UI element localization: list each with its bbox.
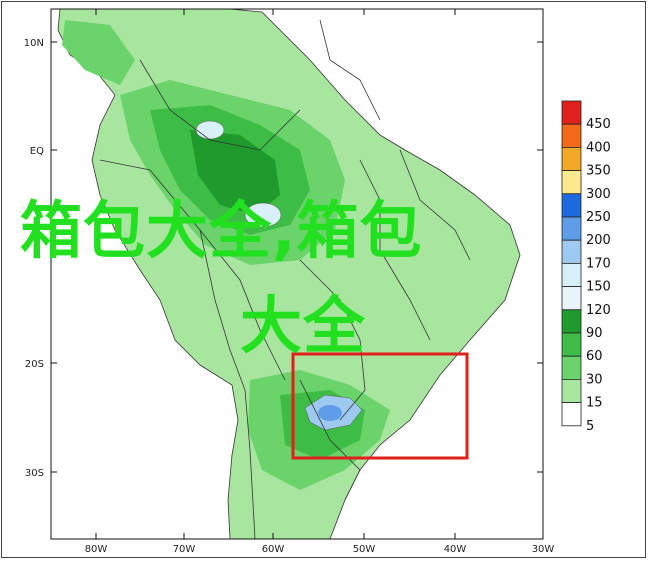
- highlight-box: [291, 352, 469, 460]
- legend-label: 90: [586, 326, 603, 341]
- legend-swatch: [561, 355, 582, 380]
- lon-label-50w: 50W: [353, 544, 376, 555]
- lat-label-20s: 20S: [25, 359, 44, 370]
- legend-label: 5: [586, 419, 594, 434]
- legend-swatch: [561, 309, 582, 334]
- overlay-text-line1: 箱包大全,箱包: [20, 194, 423, 267]
- legend-swatch: [561, 262, 582, 287]
- legend-swatch: [561, 146, 582, 171]
- lon-ticks: [95, 9, 544, 539]
- legend-label: 450: [586, 117, 611, 132]
- color-legend: 450 400 350 300 250 200 170 150 120 90 60 30 15 5: [561, 100, 611, 434]
- precip-30-region-north: [62, 20, 135, 85]
- precip-field: [57, 9, 521, 539]
- legend-swatch: [561, 100, 582, 125]
- precip-90-region: [190, 130, 280, 215]
- lon-label-40w: 40W: [444, 544, 467, 555]
- legend-label: 170: [586, 256, 611, 271]
- legend-swatch: [561, 123, 582, 148]
- lon-label-60w: 60W: [262, 544, 285, 555]
- legend-swatch: [561, 378, 582, 403]
- map-border: [50, 8, 544, 540]
- legend-label: 300: [586, 187, 611, 202]
- lat-label-30s: 30S: [25, 468, 44, 479]
- overlay-text-line2: 大全: [240, 289, 367, 362]
- legend-label: 30: [586, 372, 603, 387]
- legend-label: 120: [586, 303, 611, 318]
- legend-swatch: [561, 402, 582, 427]
- precip-150-spot: [244, 202, 282, 228]
- legend-swatch: [561, 216, 582, 241]
- legend-label: 15: [586, 396, 603, 411]
- legend-label: 200: [586, 233, 611, 248]
- legend-label: 400: [586, 140, 611, 155]
- country-borders: [99, 19, 471, 539]
- legend-swatch: [561, 239, 582, 264]
- legend-label: 60: [586, 349, 603, 364]
- precip-250-spot: [318, 405, 342, 421]
- lat-ticks: [51, 41, 543, 473]
- legend-swatch: [561, 332, 582, 357]
- lon-label-70w: 70W: [173, 544, 196, 555]
- legend-label: 350: [586, 164, 611, 179]
- legend-swatch: [561, 170, 582, 195]
- legend-swatch: [561, 193, 582, 218]
- precip-150-spot-2: [195, 120, 225, 140]
- lat-label-10n: 10N: [24, 38, 44, 49]
- lon-label-30w: 30W: [532, 544, 555, 555]
- legend-label: 150: [586, 280, 611, 295]
- lat-label-eq: EQ: [30, 146, 44, 157]
- lon-label-80w: 80W: [85, 544, 108, 555]
- legend-swatch: [561, 286, 582, 311]
- legend-label: 250: [586, 210, 611, 225]
